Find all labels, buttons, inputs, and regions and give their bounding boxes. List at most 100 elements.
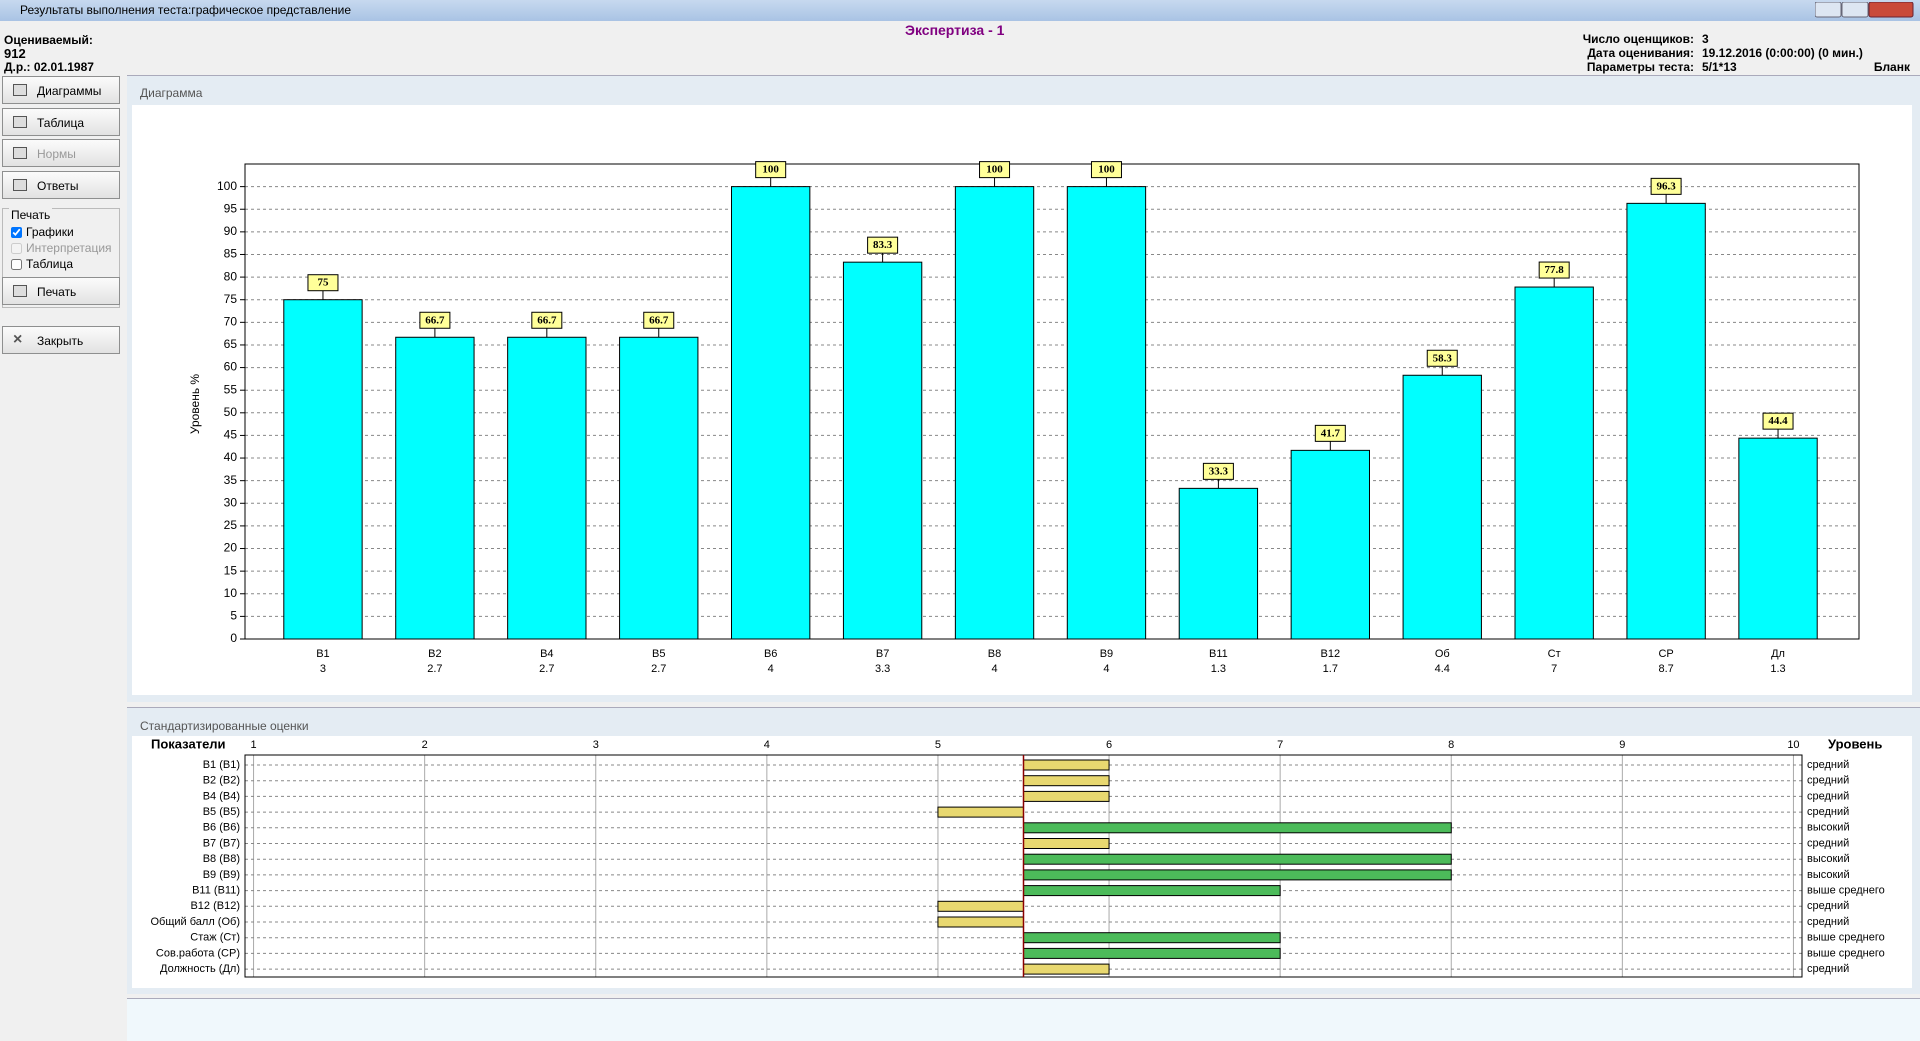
window-title: Результаты выполнения теста:графическое … — [20, 3, 352, 17]
bar — [619, 336, 699, 640]
level-label: высокий — [1807, 853, 1850, 865]
bar — [937, 806, 1025, 818]
diagram-panel-title: Диаграмма — [140, 86, 203, 100]
title-bar: Результаты выполнения теста:графическое … — [0, 0, 1920, 21]
minimize-button[interactable] — [1815, 2, 1842, 18]
value-label-box — [643, 311, 675, 329]
close-button[interactable]: × Закрыть — [2, 326, 120, 354]
level-label: средний — [1807, 916, 1849, 928]
close-icon: × — [13, 331, 23, 348]
x-tick-label: В5 — [652, 648, 665, 660]
value-label-box — [1762, 412, 1794, 430]
nav-button[interactable]: Диаграммы — [2, 76, 120, 104]
value-label: 33.3 — [1209, 465, 1229, 477]
close-button-label: Закрыть — [37, 334, 84, 348]
x-tick-label: 7 — [1277, 739, 1283, 751]
row-label: Стаж (Ст) — [190, 932, 240, 944]
y-tick-label: 75 — [224, 292, 238, 306]
level-label: выше среднего — [1807, 947, 1885, 959]
x-tick-label: 10 — [1787, 739, 1799, 751]
nav-button-label: Нормы — [37, 147, 76, 161]
params: 5/1*13 — [1702, 60, 1737, 74]
value-label-box — [419, 311, 451, 329]
standardized-area — [132, 736, 1912, 988]
value-label: 66.7 — [537, 314, 557, 326]
x-score-label: 7 — [1551, 663, 1557, 675]
y-tick-label: 15 — [224, 563, 238, 577]
bar — [1023, 932, 1281, 944]
value-label: 83.3 — [873, 239, 893, 251]
y-tick-label: 50 — [224, 405, 238, 419]
bar — [1023, 775, 1110, 787]
nav-button-label: Диаграммы — [37, 84, 102, 98]
nav-button[interactable]: Ответы — [2, 170, 120, 199]
print-button-label: Печать — [37, 285, 77, 299]
date: 19.12.2016 (0:00:00) (0 мин.) — [1702, 46, 1863, 60]
print-checkbox[interactable] — [11, 227, 22, 239]
value-label-box — [531, 311, 563, 329]
value-label-box — [755, 161, 787, 179]
print-button[interactable]: Печать — [2, 277, 120, 305]
column-header: Уровень — [1828, 736, 1882, 751]
bar — [1023, 759, 1110, 771]
maximize-button[interactable] — [1841, 2, 1869, 18]
level-label: средний — [1807, 775, 1849, 787]
y-tick-label: 60 — [224, 360, 238, 374]
print-option[interactable]: Таблица — [11, 257, 73, 271]
test-name: Экспертиза - 1 — [905, 22, 1005, 38]
y-tick-label: 80 — [224, 269, 238, 283]
bar — [1402, 374, 1482, 640]
raters-label: Число оценщиков: — [1582, 32, 1694, 46]
bar — [1738, 437, 1818, 640]
print-option[interactable]: Графики — [11, 225, 74, 239]
level-label: высокий — [1807, 822, 1850, 834]
x-tick-label: В12 — [1321, 648, 1341, 660]
y-tick-label: 35 — [224, 473, 238, 487]
nav-button-label: Таблица — [37, 115, 85, 130]
x-tick-label: 6 — [1106, 739, 1112, 751]
y-axis-label: Уровень % — [188, 374, 202, 435]
date-label: Дата оценивания: — [1587, 46, 1694, 60]
bar — [1023, 869, 1452, 881]
value-label: 100 — [762, 164, 779, 176]
row-label: В4 (В4) — [203, 790, 240, 802]
window-controls — [1815, 2, 1914, 18]
value-label-box — [1538, 261, 1570, 279]
printer-icon — [13, 285, 27, 297]
x-score-label: 4 — [1103, 663, 1109, 675]
value-label: 75 — [317, 277, 329, 289]
x-score-label: 1.7 — [1323, 663, 1338, 675]
value-label-box — [1202, 462, 1234, 480]
status-area — [127, 998, 1920, 1041]
close-window-button[interactable] — [1868, 2, 1914, 18]
nav-button[interactable]: Таблица — [2, 107, 120, 136]
value-label: 41.7 — [1321, 427, 1341, 439]
x-score-label: 4 — [991, 663, 997, 675]
x-score-label: 4 — [768, 663, 774, 675]
nav-icon — [13, 84, 27, 96]
print-checkbox — [11, 243, 22, 255]
bar — [1023, 838, 1110, 849]
bar — [283, 299, 363, 640]
value-label: 58.3 — [1433, 352, 1453, 364]
y-tick-label: 95 — [224, 201, 238, 215]
row-label: В1 (В1) — [203, 759, 240, 771]
print-checkbox[interactable] — [11, 259, 22, 271]
level-label: высокий — [1807, 869, 1850, 881]
print-option-label: Таблица — [26, 257, 74, 271]
x-score-label: 3 — [320, 663, 326, 675]
bar — [1178, 487, 1259, 640]
bar — [1514, 286, 1594, 640]
row-label: В2 (В2) — [203, 775, 240, 787]
bar — [937, 900, 1025, 912]
nav-icon — [13, 115, 27, 128]
birth-date: Д.р.: 02.01.1987 — [4, 60, 94, 74]
x-score-label: 8.7 — [1658, 663, 1673, 675]
level-label: средний — [1807, 759, 1849, 771]
subject-id: 912 — [4, 46, 26, 61]
value-label-box — [867, 236, 899, 254]
value-label: 77.8 — [1545, 264, 1565, 276]
value-label-box — [1314, 424, 1346, 442]
bar — [1066, 186, 1147, 640]
x-score-label: 4.4 — [1435, 663, 1450, 675]
